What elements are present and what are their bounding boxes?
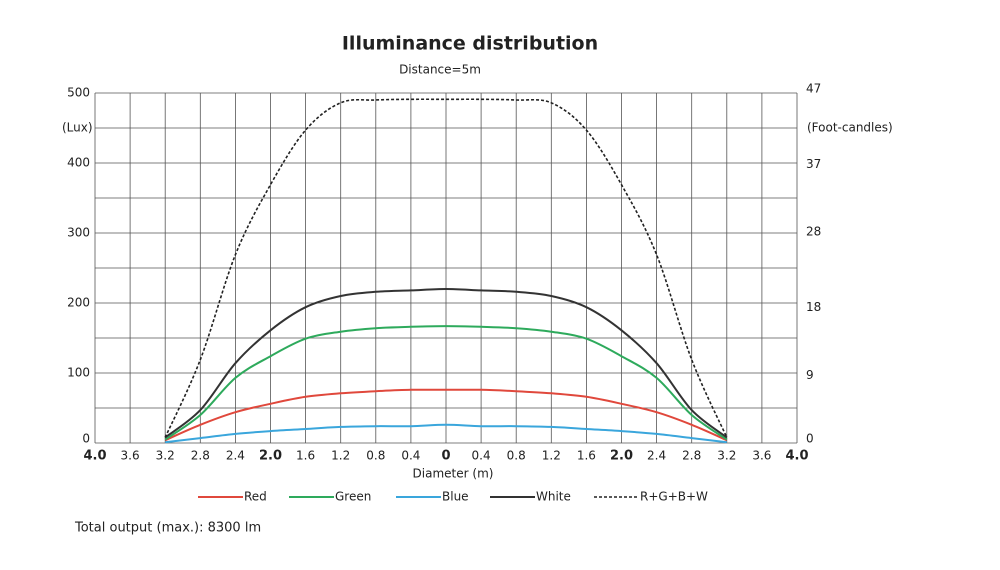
x-tick-label: 0.8 bbox=[366, 449, 385, 463]
y2-tick-label: 9 bbox=[806, 368, 814, 382]
x-tick-label: 3.2 bbox=[156, 449, 175, 463]
legend-label: R+G+B+W bbox=[640, 490, 708, 504]
y-tick-label: 100 bbox=[67, 366, 90, 380]
x-tick-label: 2.8 bbox=[191, 449, 210, 463]
x-tick-label: 1.6 bbox=[577, 449, 596, 463]
series-line bbox=[165, 423, 727, 444]
x-tick-label: 1.2 bbox=[331, 449, 350, 463]
x-tick-label: 1.6 bbox=[296, 449, 315, 463]
x-tick-label: 2.0 bbox=[610, 449, 633, 464]
y2-tick-label: 18 bbox=[806, 300, 821, 314]
x-axis-label: Diameter (m) bbox=[413, 467, 494, 481]
x-tick-label: 2.4 bbox=[647, 449, 666, 463]
x-tick-label: 2.0 bbox=[259, 449, 282, 464]
chart-subtitle: Distance=5m bbox=[399, 63, 481, 77]
x-tick-label: 3.6 bbox=[121, 449, 140, 463]
y-tick-label: 300 bbox=[67, 226, 90, 240]
x-tick-label: 3.6 bbox=[752, 449, 771, 463]
x-tick-label: 2.8 bbox=[682, 449, 701, 463]
y2-tick-label: 47 bbox=[806, 82, 821, 96]
x-tick-label: 3.2 bbox=[717, 449, 736, 463]
legend-label: Red bbox=[244, 490, 267, 504]
series-line bbox=[164, 98, 728, 438]
y-axis-label: (Lux) bbox=[62, 121, 93, 135]
legend-label: Green bbox=[335, 490, 371, 504]
y-tick-label: 200 bbox=[67, 296, 90, 310]
y2-tick-label: 37 bbox=[806, 157, 821, 171]
y-tick-label: 500 bbox=[67, 86, 90, 100]
footer-note: Total output (max.): 8300 lm bbox=[74, 521, 261, 536]
y2-tick-label: 0 bbox=[806, 432, 814, 446]
y2-tick-label: 28 bbox=[806, 225, 821, 239]
series-line bbox=[164, 325, 728, 441]
y2-axis-label: (Foot-candles) bbox=[807, 121, 893, 135]
y-tick-label: 0 bbox=[82, 432, 90, 446]
x-tick-label: 0.4 bbox=[472, 449, 491, 463]
x-tick-label: 4.0 bbox=[83, 449, 106, 464]
series-line bbox=[164, 388, 728, 442]
x-tick-label: 2.4 bbox=[226, 449, 245, 463]
x-tick-label: 0 bbox=[441, 449, 450, 464]
x-tick-label: 0.4 bbox=[401, 449, 420, 463]
legend-label: White bbox=[536, 490, 571, 504]
chart-title: Illuminance distribution bbox=[342, 33, 598, 55]
x-tick-label: 0.8 bbox=[507, 449, 526, 463]
legend-label: Blue bbox=[442, 490, 469, 504]
x-tick-label: 1.2 bbox=[542, 449, 561, 463]
x-tick-label: 4.0 bbox=[785, 449, 808, 464]
y-tick-label: 400 bbox=[67, 156, 90, 170]
series-line bbox=[164, 287, 728, 439]
